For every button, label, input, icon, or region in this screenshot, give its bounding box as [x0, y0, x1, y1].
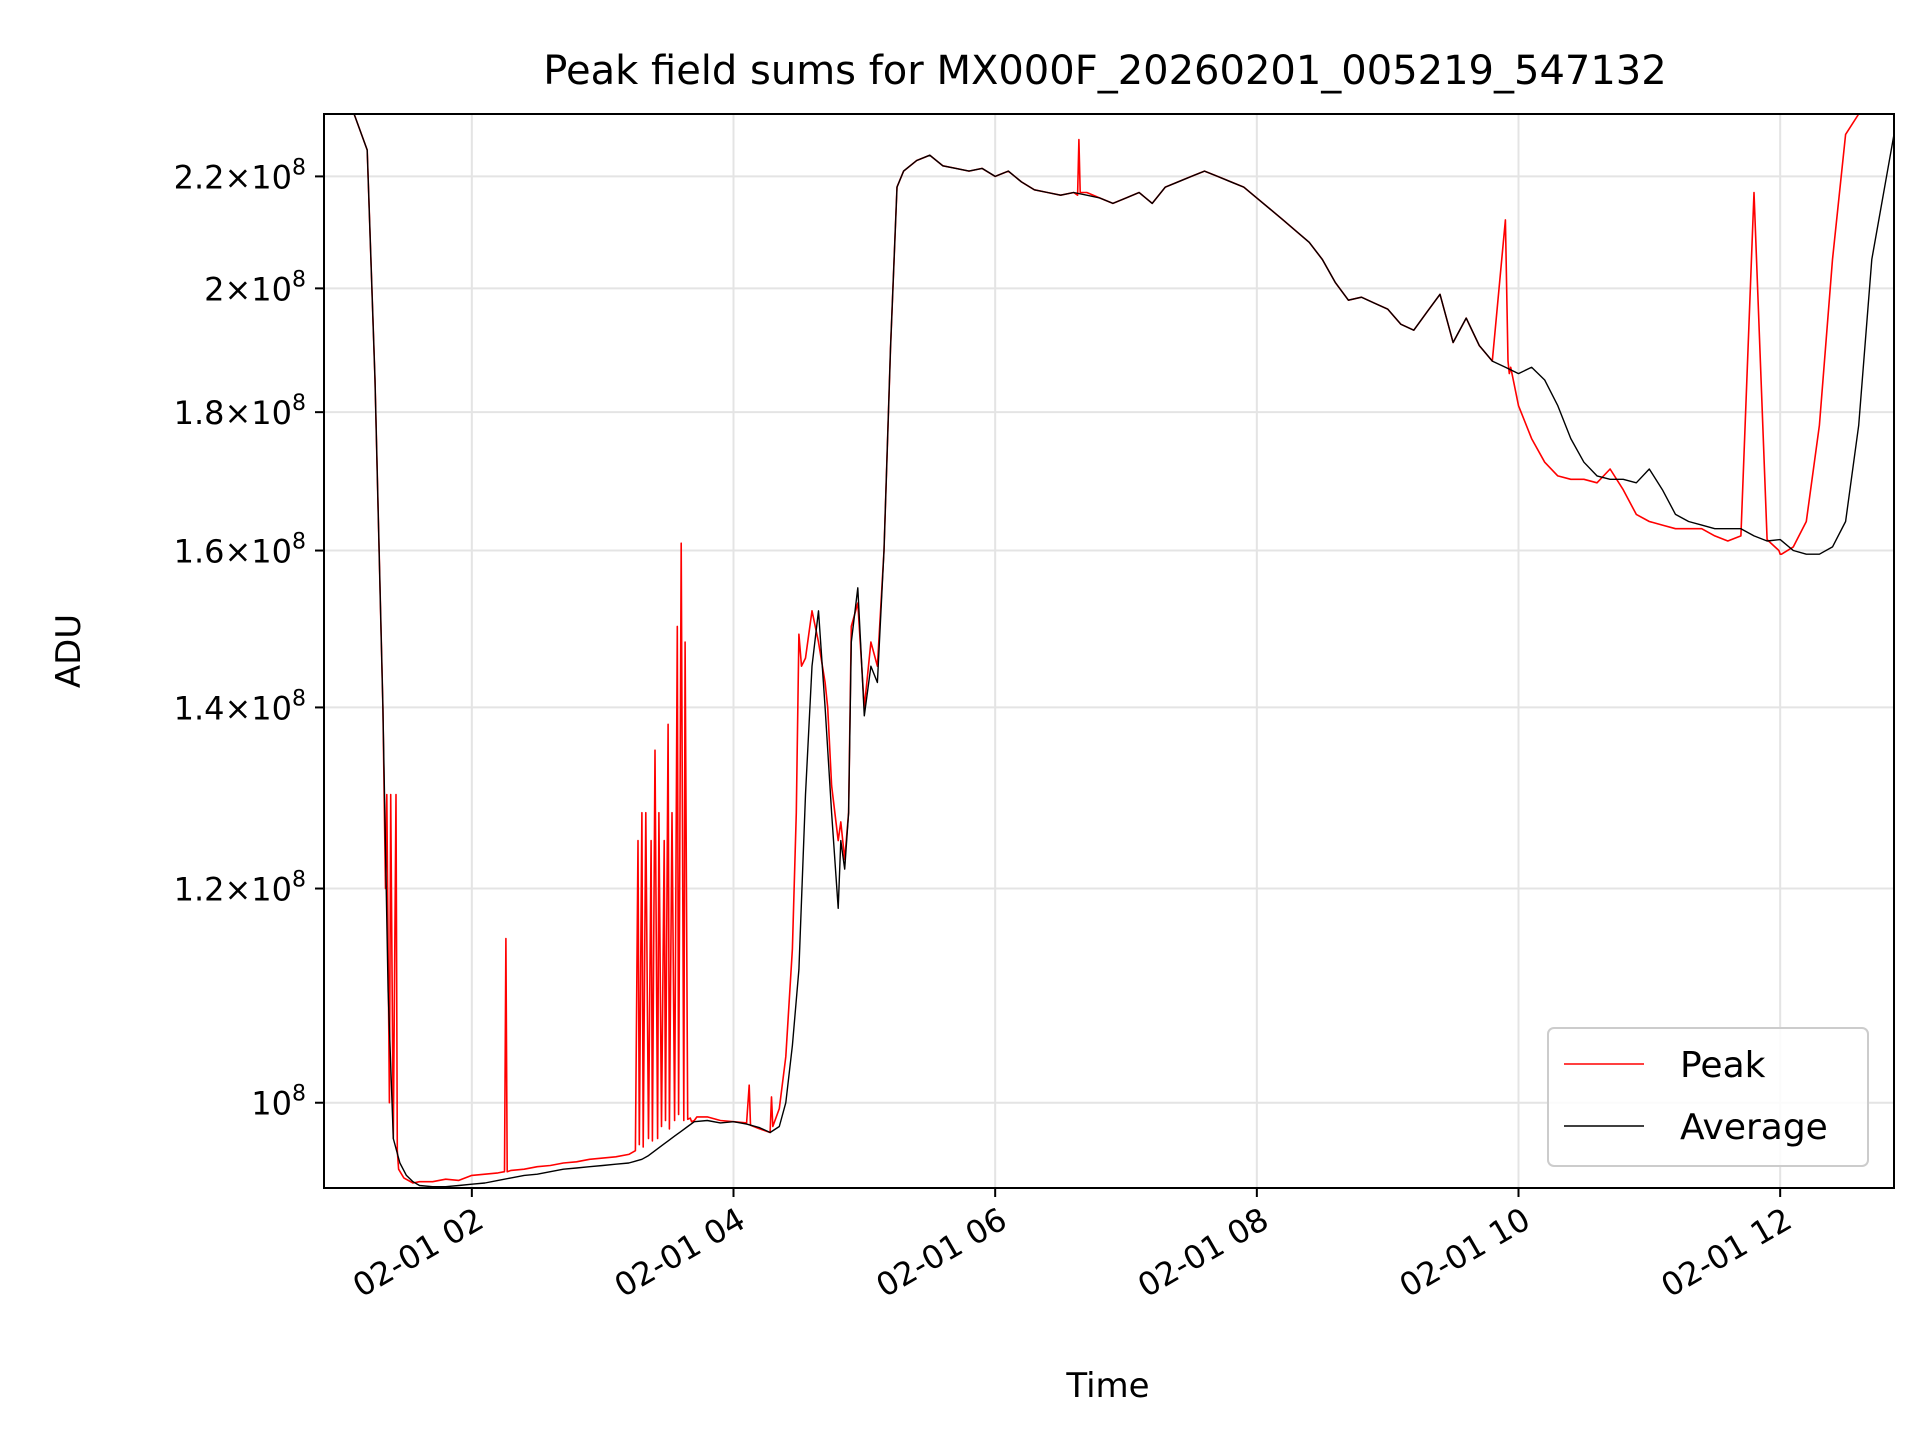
- legend-peak-label: Peak: [1680, 1045, 1766, 1086]
- y-tick-label: 2.2×108: [174, 155, 306, 196]
- x-axis-label: Time: [1065, 1366, 1149, 1406]
- y-axis-label: ADU: [49, 614, 89, 688]
- y-tick-label: 1.8×108: [174, 391, 306, 432]
- legend: Peak Average: [1547, 1027, 1869, 1167]
- grid: [324, 114, 1894, 1188]
- y-tick-label: 1.4×108: [174, 686, 306, 727]
- legend-average-label: Average: [1680, 1107, 1828, 1148]
- chart-title: Peak field sums for MX000F_20260201_0052…: [543, 48, 1666, 94]
- y-tick-label: 108: [251, 1082, 306, 1123]
- series-average-line: [324, 113, 1895, 1188]
- legend-box: [1547, 1027, 1869, 1167]
- series-lines: [324, 113, 1895, 1188]
- y-tick-label: 1.2×108: [174, 868, 306, 909]
- plot-frame: [323, 113, 1895, 1189]
- y-tick-label: 2×108: [204, 267, 306, 308]
- y-tick-label: 1.6×108: [174, 530, 306, 571]
- y-axis: 108 1.2×108 1.4×108 1.6×108 1.8×108 2×108 2.2×…: [174, 155, 324, 1123]
- plot-area: [323, 113, 1895, 1189]
- series-peak-line: [324, 113, 1860, 1184]
